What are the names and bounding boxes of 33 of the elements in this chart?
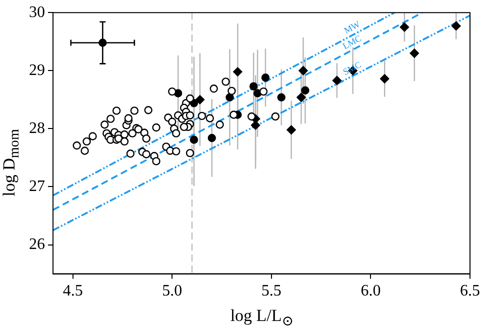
point bbox=[380, 74, 390, 84]
text: MW bbox=[342, 18, 362, 36]
point bbox=[296, 92, 306, 102]
point bbox=[190, 136, 198, 144]
x-tick-label: 5.0 bbox=[162, 282, 182, 300]
y-tick-label: 30 bbox=[29, 4, 45, 21]
point bbox=[195, 95, 205, 104]
point bbox=[332, 76, 342, 86]
y-tick-label: 28 bbox=[29, 120, 45, 137]
point bbox=[261, 74, 270, 82]
y-tick-label: 26 bbox=[29, 236, 45, 253]
point bbox=[226, 93, 234, 102]
point bbox=[298, 66, 308, 76]
point bbox=[250, 120, 260, 130]
point bbox=[249, 82, 258, 90]
point bbox=[452, 21, 461, 31]
x-tick-label: 4.5 bbox=[62, 282, 83, 300]
point bbox=[301, 86, 310, 94]
point bbox=[98, 38, 107, 47]
y-tick-label: 27 bbox=[29, 178, 45, 195]
text: SMC bbox=[341, 59, 363, 78]
point bbox=[208, 134, 216, 142]
point bbox=[233, 67, 242, 76]
x-tick-label: 5.5 bbox=[261, 282, 282, 300]
x-axis-title: log L/L$_{⊙}$ bbox=[229, 306, 295, 330]
x-tick-label: 6.0 bbox=[360, 282, 381, 300]
x-tick-label: 6.5 bbox=[460, 282, 480, 300]
point bbox=[277, 93, 286, 102]
point bbox=[410, 48, 419, 58]
point bbox=[286, 125, 296, 134]
y-tick-label: 29 bbox=[29, 62, 45, 79]
text: LMC bbox=[341, 33, 363, 52]
point bbox=[400, 22, 410, 32]
